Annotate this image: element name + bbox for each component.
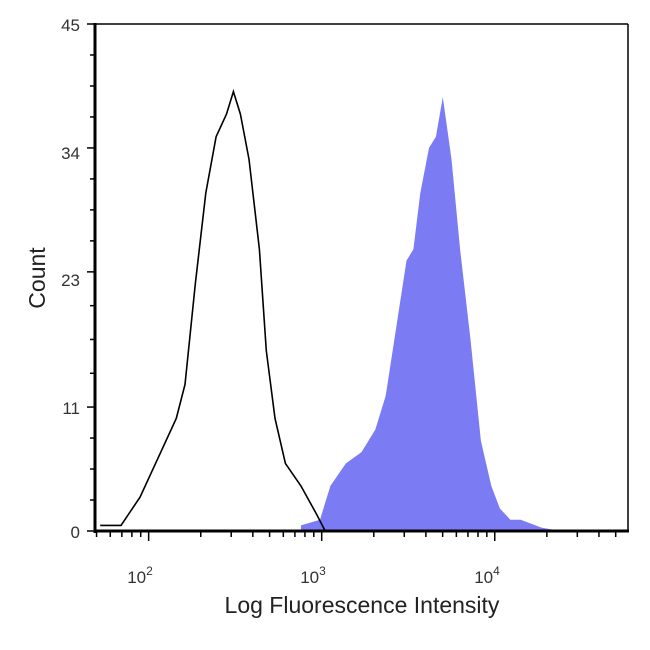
histogram-series-isotype-control	[100, 88, 326, 532]
y-tick-label-23: 23	[61, 271, 80, 290]
x-axis-title: Log Fluorescence Intensity	[225, 592, 500, 618]
histogram-series-stained-sample	[300, 97, 561, 531]
x-tick-label-100: 102	[127, 564, 153, 587]
y-tick-label-34: 34	[61, 144, 80, 163]
x-tick-label-10000: 104	[474, 564, 500, 587]
x-tick-label-1000: 103	[300, 564, 326, 587]
y-tick-label-11: 11	[62, 399, 80, 418]
y-tick-label-45: 45	[61, 16, 80, 35]
series-layer	[100, 88, 561, 532]
y-tick-label-0: 0	[71, 523, 80, 542]
y-axis-title: Count	[24, 247, 50, 309]
